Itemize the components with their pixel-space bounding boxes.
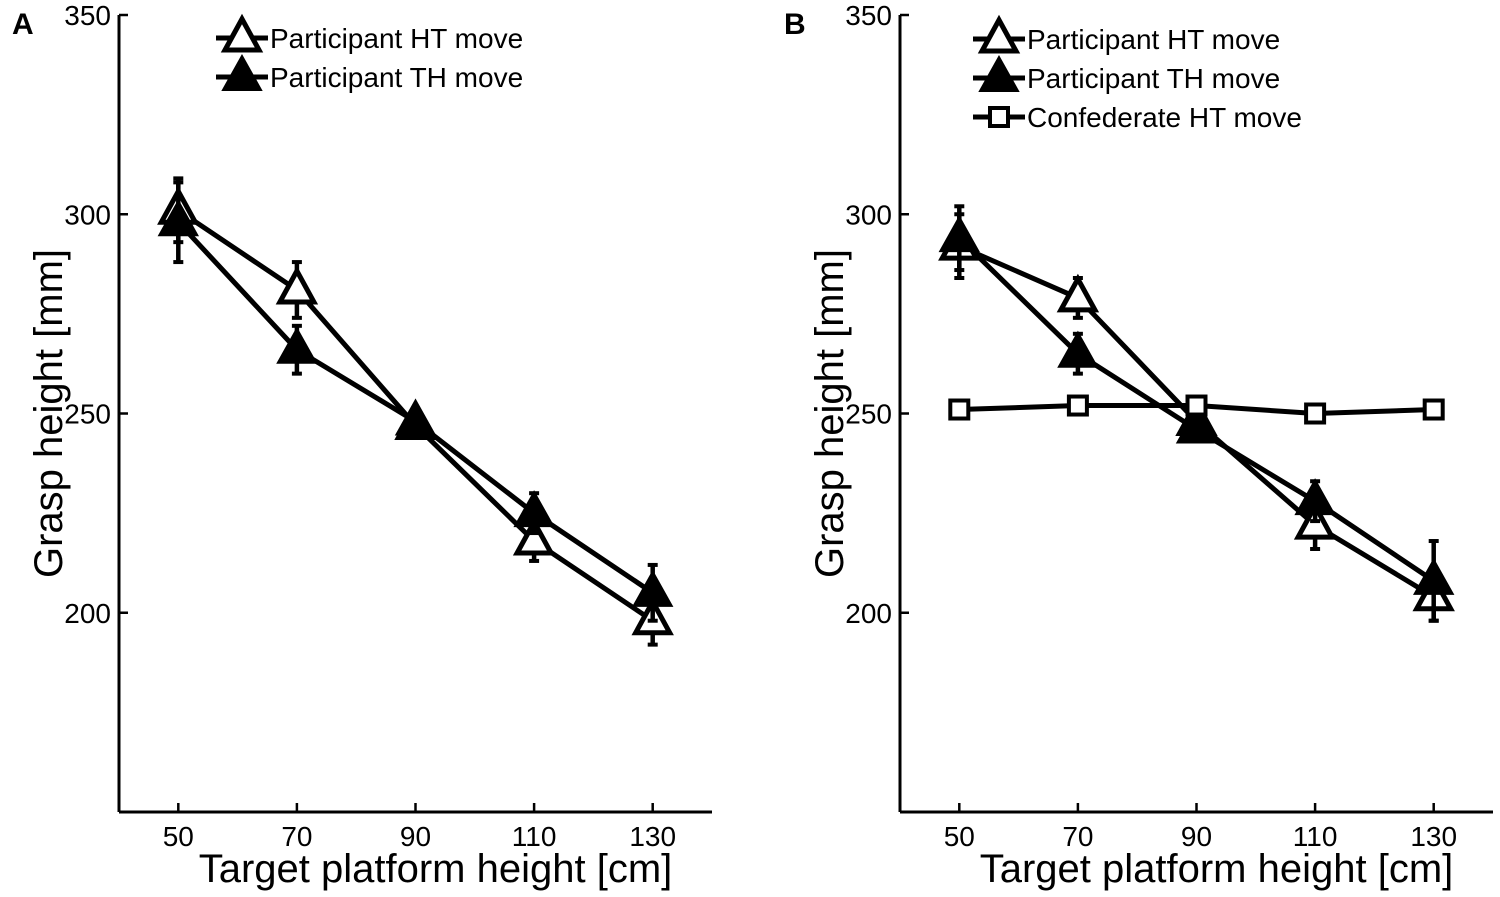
- y-tick-label: 200: [64, 598, 111, 629]
- legend-marker: [221, 53, 263, 91]
- legend-label: Participant HT move: [1027, 24, 1280, 55]
- x-tick-label: 50: [163, 821, 194, 852]
- legend-label: Participant TH move: [1027, 63, 1280, 94]
- data-point: [1304, 402, 1327, 425]
- x-tick-label: 110: [512, 821, 557, 852]
- x-tick-label: 110: [1293, 821, 1338, 852]
- series-filled-triangle: [938, 204, 1455, 623]
- y-tick-label: 200: [845, 598, 892, 629]
- legend-label: Participant TH move: [270, 62, 523, 93]
- y-tick-label: 250: [64, 399, 111, 430]
- legend-marker: [220, 13, 264, 53]
- data-point: [1066, 394, 1089, 417]
- x-axis-label: Target platform height [cm]: [980, 847, 1454, 891]
- series-open-square: [948, 394, 1445, 425]
- x-tick-label: 130: [629, 821, 676, 852]
- legend-marker: [978, 54, 1020, 92]
- x-tick-label: 50: [944, 821, 975, 852]
- x-axis-label: Target platform height [cm]: [199, 847, 673, 891]
- x-tick-label: 130: [1410, 821, 1457, 852]
- data-point: [1185, 394, 1208, 417]
- data-point: [157, 199, 200, 237]
- y-tick-label: 300: [64, 199, 111, 230]
- data-point: [1057, 330, 1099, 368]
- data-point: [1422, 398, 1445, 421]
- y-tick-label: 250: [845, 399, 892, 430]
- data-point: [948, 398, 971, 421]
- data-point: [513, 490, 555, 528]
- x-tick-label: 70: [281, 821, 312, 852]
- data-point: [1412, 557, 1455, 595]
- legend: Participant HT move Participant TH move Co…: [973, 14, 1302, 133]
- data-point: [275, 265, 319, 305]
- data-point: [938, 215, 981, 253]
- x-tick-label: 90: [1181, 821, 1212, 852]
- y-axis-label: Grasp height [mm]: [808, 249, 852, 578]
- legend-marker: [988, 106, 1010, 128]
- data-point: [394, 398, 437, 436]
- y-tick-label: 350: [845, 0, 892, 31]
- data-point: [1056, 273, 1100, 313]
- legend-label: Confederate HT move: [1027, 102, 1302, 133]
- data-point: [631, 569, 674, 607]
- y-tick-label: 350: [64, 0, 111, 31]
- series-open-triangle: [938, 212, 1455, 623]
- legend: Participant HT move Participant TH move: [216, 13, 523, 93]
- legend-label: Participant HT move: [270, 23, 523, 54]
- legend-marker: [977, 14, 1021, 54]
- data-point: [512, 516, 556, 556]
- panel-letter: B: [784, 8, 806, 41]
- data-point: [1294, 478, 1336, 516]
- data-point: [276, 326, 318, 364]
- x-tick-label: 70: [1062, 821, 1093, 852]
- panel-letter: A: [12, 8, 34, 41]
- y-axis-label: Grasp height [mm]: [27, 249, 71, 578]
- y-tick-label: 300: [845, 199, 892, 230]
- data-point: [1175, 406, 1218, 444]
- x-tick-label: 90: [400, 821, 431, 852]
- series-filled-triangle: [157, 180, 674, 623]
